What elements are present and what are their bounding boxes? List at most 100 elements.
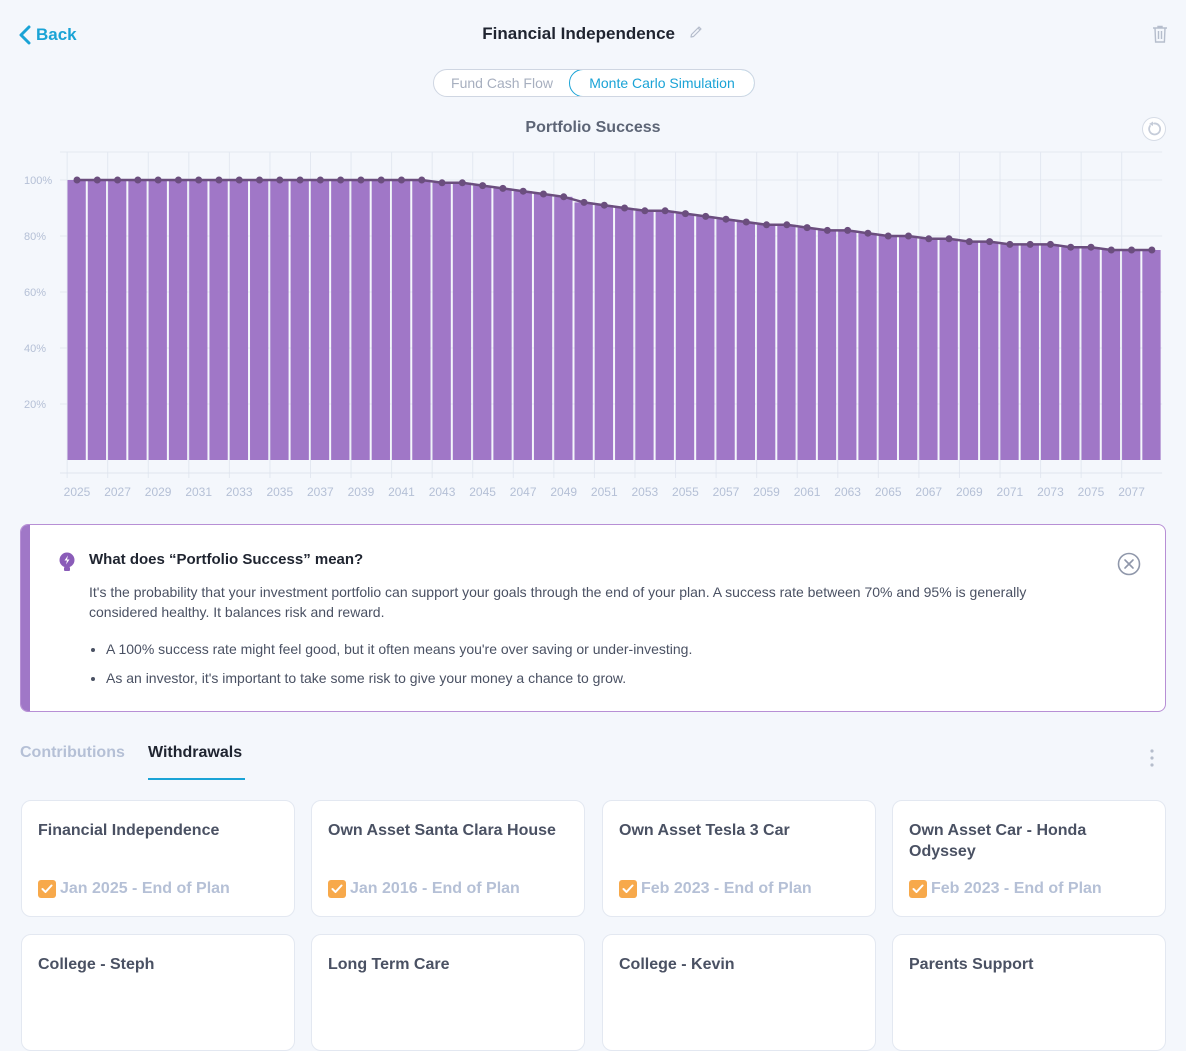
- goal-card-parents-support[interactable]: Parents Support: [892, 934, 1166, 1051]
- data-point: [681, 210, 689, 218]
- toggle-monte-carlo-simulation[interactable]: Monte Carlo Simulation: [569, 70, 754, 96]
- bar: [493, 188, 512, 460]
- lightbulb-icon: [58, 552, 76, 577]
- bar: [473, 185, 492, 460]
- card-date-text: Feb 2023 - End of Plan: [641, 880, 812, 897]
- bar: [797, 227, 816, 460]
- data-point: [904, 232, 912, 240]
- info-accent-stripe: [21, 525, 30, 711]
- x-tick-label: 2043: [429, 485, 456, 499]
- data-point: [641, 207, 649, 215]
- page-title-text: Financial Independence: [482, 24, 675, 43]
- goal-card-santa-clara-house[interactable]: Own Asset Santa Clara House Jan 2016 - E…: [311, 800, 585, 917]
- x-tick-label: 2067: [915, 485, 942, 499]
- bar: [716, 219, 735, 460]
- data-point: [600, 201, 608, 209]
- goal-card-honda-odyssey[interactable]: Own Asset Car - Honda Odyssey Feb 2023 -…: [892, 800, 1166, 917]
- bar: [533, 194, 553, 460]
- bar: [554, 196, 573, 461]
- checkbox-icon[interactable]: [38, 880, 56, 898]
- card-title: Parents Support: [909, 956, 1034, 973]
- x-tick-label: 2075: [1078, 485, 1105, 499]
- info-panel: What does “Portfolio Success” mean? It's…: [20, 524, 1166, 712]
- card-title: College - Steph: [38, 956, 155, 973]
- reset-button[interactable]: [1142, 117, 1166, 141]
- data-point: [1026, 240, 1034, 248]
- bar: [696, 216, 715, 460]
- data-point: [661, 207, 669, 215]
- data-point: [621, 204, 629, 212]
- card-date-text: Jan 2016 - End of Plan: [350, 880, 520, 897]
- more-options-icon[interactable]: [1145, 748, 1159, 773]
- bar: [209, 180, 228, 460]
- toggle-fund-cash-flow[interactable]: Fund Cash Flow: [451, 75, 553, 91]
- x-tick-label: 2065: [875, 485, 902, 499]
- data-point: [418, 176, 426, 184]
- goal-card-college-kevin[interactable]: College - Kevin: [602, 934, 876, 1051]
- data-point: [783, 221, 791, 229]
- checkbox-icon[interactable]: [328, 880, 346, 898]
- bar: [1142, 250, 1161, 460]
- data-point: [458, 179, 466, 187]
- card-date: Jan 2025 - End of Plan: [38, 880, 230, 898]
- top-bar: Back Financial Independence: [0, 0, 1186, 70]
- data-point: [1087, 243, 1095, 251]
- page-title: Financial Independence: [0, 24, 1186, 45]
- y-tick-label: 20%: [24, 399, 46, 411]
- x-tick-label: 2041: [388, 485, 415, 499]
- data-point: [763, 221, 771, 229]
- view-toggle: Fund Cash Flow Monte Carlo Simulation: [433, 69, 755, 97]
- data-point: [742, 218, 750, 226]
- x-tick-label: 2027: [104, 485, 131, 499]
- tab-contributions[interactable]: Contributions: [20, 744, 125, 761]
- x-tick-label: 2057: [713, 485, 740, 499]
- info-bullet: A 100% success rate might feel good, but…: [106, 639, 692, 659]
- card-date: Feb 2023 - End of Plan: [619, 880, 812, 898]
- x-tick-label: 2055: [672, 485, 699, 499]
- bar: [594, 205, 614, 460]
- bar: [229, 180, 249, 460]
- bar: [1040, 244, 1060, 460]
- chevron-left-icon: [19, 25, 31, 45]
- goal-card-long-term-care[interactable]: Long Term Care: [311, 934, 585, 1051]
- x-tick-label: 2073: [1037, 485, 1064, 499]
- data-point: [357, 176, 365, 184]
- close-icon[interactable]: [1117, 552, 1141, 581]
- bar: [1061, 247, 1080, 460]
- data-point: [195, 176, 203, 184]
- y-tick-label: 80%: [24, 231, 46, 243]
- data-point: [316, 176, 324, 184]
- data-point: [1046, 240, 1054, 248]
- bar: [817, 230, 837, 460]
- bar: [777, 224, 796, 460]
- info-bullets: A 100% success rate might feel good, but…: [89, 639, 692, 697]
- edit-pencil-icon[interactable]: [688, 24, 704, 45]
- x-tick-label: 2051: [591, 485, 618, 499]
- chart-title: Portfolio Success: [525, 119, 661, 136]
- data-point: [438, 179, 446, 187]
- data-point: [986, 238, 994, 246]
- data-point: [945, 235, 953, 243]
- data-point: [1006, 240, 1014, 248]
- back-button[interactable]: Back: [18, 22, 77, 48]
- card-title: Financial Independence: [38, 822, 220, 839]
- tab-withdrawals[interactable]: Withdrawals: [148, 744, 243, 761]
- checkbox-icon[interactable]: [909, 880, 927, 898]
- info-bullet: As an investor, it's important to take s…: [106, 668, 692, 688]
- x-tick-label: 2061: [794, 485, 821, 499]
- checkbox-icon[interactable]: [619, 880, 637, 898]
- y-tick-label: 60%: [24, 287, 46, 299]
- portfolio-success-chart: 100% 80% 60% 40% 20% 2025 2027 2029 2031 2033 2035…: [24, 151, 1163, 499]
- data-point: [580, 198, 588, 206]
- goal-card-college-steph[interactable]: College - Steph: [21, 934, 295, 1051]
- bar: [1122, 250, 1141, 460]
- reset-icon: [1148, 121, 1162, 136]
- card-date-text: Jan 2025 - End of Plan: [60, 880, 230, 897]
- goal-card-financial-independence[interactable]: Financial Independence Jan 2025 - End of…: [21, 800, 295, 917]
- goal-card-tesla-3-car[interactable]: Own Asset Tesla 3 Car Feb 2023 - End of …: [602, 800, 876, 917]
- trash-icon[interactable]: [1152, 25, 1168, 48]
- bar: [310, 180, 330, 460]
- data-point: [114, 176, 122, 184]
- data-point: [479, 182, 487, 190]
- bar: [980, 241, 999, 460]
